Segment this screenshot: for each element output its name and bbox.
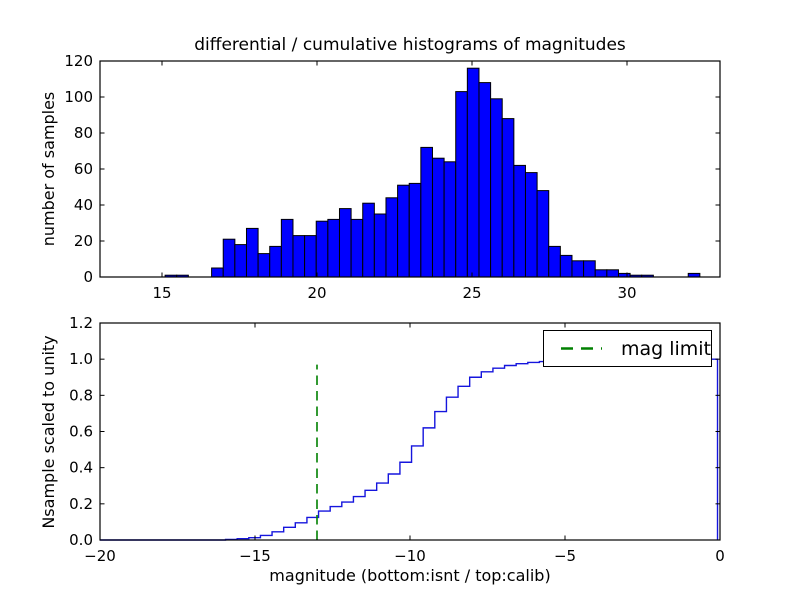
histogram-bar bbox=[548, 245, 561, 278]
histogram-bar bbox=[234, 244, 247, 278]
histogram-bar bbox=[466, 67, 480, 278]
bottom-y-tick-label: 0.0 bbox=[69, 531, 93, 549]
top-y-tick-label: 20 bbox=[74, 232, 93, 250]
histogram-bar bbox=[583, 260, 596, 278]
histogram-bar bbox=[490, 98, 503, 278]
top-frame bbox=[99, 60, 721, 278]
top-y-tick-label: 40 bbox=[74, 196, 93, 214]
top-histogram-plot: 15 20 25 30 0 20 40 60 80 100 120 bbox=[64, 52, 721, 302]
histogram-bar bbox=[362, 202, 375, 278]
histogram-bar bbox=[373, 213, 387, 278]
bottom-cumulative-plot: −20 −15 −10 −5 0 0.0 0.2 0.4 0.6 0.8 1.0 1.2 bbox=[69, 314, 725, 565]
histogram-bar bbox=[513, 164, 526, 278]
bottom-x-tick-label: −20 bbox=[84, 547, 116, 565]
histogram-bar bbox=[327, 218, 340, 278]
bottom-y-tick-label: 0.4 bbox=[69, 459, 93, 477]
cumulative-curve bbox=[100, 358, 719, 541]
histogram-bar bbox=[245, 227, 259, 278]
histogram-bar bbox=[559, 254, 573, 278]
top-x-tick-label: 30 bbox=[617, 284, 636, 302]
histogram-bar bbox=[350, 218, 364, 278]
histogram-bar bbox=[536, 190, 550, 278]
top-y-tick-label: 80 bbox=[74, 124, 93, 142]
histogram-bar bbox=[211, 267, 224, 278]
histogram-bar bbox=[338, 208, 352, 278]
top-x-tick-label: 20 bbox=[307, 284, 326, 302]
histogram-bar bbox=[571, 260, 585, 278]
histogram-bar bbox=[385, 197, 399, 278]
legend-label: mag limit bbox=[620, 337, 711, 360]
histogram-bar bbox=[501, 118, 515, 278]
top-x-tick-label: 25 bbox=[462, 284, 481, 302]
histogram-bar bbox=[269, 245, 282, 278]
legend-box: mag limit bbox=[543, 330, 712, 367]
histogram-bar bbox=[408, 182, 422, 278]
histogram-bar bbox=[257, 253, 271, 278]
mag-limit-legend-swatch bbox=[561, 347, 602, 350]
top-y-tick-label: 100 bbox=[64, 88, 93, 106]
histogram-bar bbox=[222, 238, 236, 278]
bottom-frame bbox=[99, 322, 721, 541]
histogram-bar bbox=[292, 235, 306, 278]
top-y-tick-label: 0 bbox=[83, 268, 93, 286]
histogram-bar bbox=[606, 269, 619, 278]
histogram-bar bbox=[420, 146, 433, 278]
histogram-bar bbox=[455, 91, 468, 278]
bottom-y-tick-label: 1.2 bbox=[69, 314, 93, 332]
histogram-bar bbox=[443, 161, 457, 278]
top-x-tick-label: 15 bbox=[152, 284, 171, 302]
top-y-tick-label: 120 bbox=[64, 52, 93, 70]
histogram-bar bbox=[304, 235, 317, 278]
bottom-x-tick-label: −10 bbox=[394, 547, 426, 565]
figure-title: differential / cumulative histograms of … bbox=[194, 35, 626, 55]
bottom-plot-ylabel: Nsample scaled to unity bbox=[39, 335, 58, 529]
bottom-y-tick-label: 0.2 bbox=[69, 495, 93, 513]
histogram-bar bbox=[397, 184, 410, 278]
histogram-bar bbox=[478, 82, 492, 278]
histogram-bar bbox=[280, 218, 294, 278]
histogram-bar bbox=[594, 269, 608, 278]
histogram-bar bbox=[524, 172, 538, 278]
histogram-bar bbox=[431, 157, 445, 278]
histogram-bar bbox=[315, 220, 329, 278]
bottom-x-tick-label: 0 bbox=[715, 547, 725, 565]
bottom-x-tick-label: −5 bbox=[554, 547, 576, 565]
bottom-y-tick-label: 0.8 bbox=[69, 386, 93, 404]
bottom-y-tick-label: 1.0 bbox=[69, 350, 93, 368]
histogram-bars bbox=[164, 67, 701, 278]
x-axis-label: magnitude (bottom:isnt / top:calib) bbox=[269, 566, 551, 585]
bottom-y-tick-label: 0.6 bbox=[69, 423, 93, 441]
bottom-x-tick-label: −15 bbox=[239, 547, 271, 565]
top-y-tick-label: 60 bbox=[74, 160, 93, 178]
top-plot-ylabel: number of samples bbox=[39, 91, 58, 247]
